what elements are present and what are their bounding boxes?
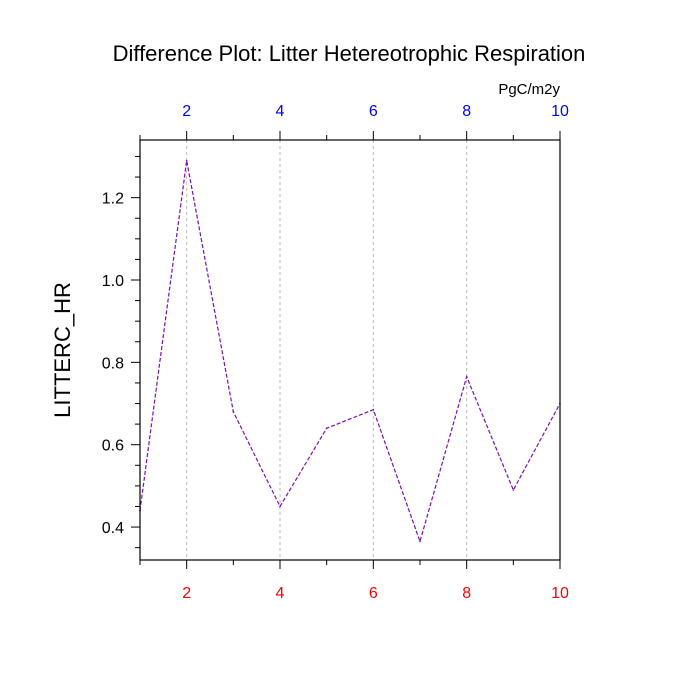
axis-layer	[131, 131, 561, 569]
tick-label-layer: 2 4 6 8 10 2 4 6 8 10 0.4 0.6 0.8 1.0 1.2	[102, 103, 569, 602]
data-point-3	[232, 410, 235, 413]
y-axis-label: LITTERC_HR	[50, 282, 75, 418]
plot-frame	[139, 139, 561, 561]
bottom-x-tick-label-4: 4	[276, 585, 285, 602]
top-x-tick-label-4: 4	[276, 103, 285, 120]
top-x-tick-label-8: 8	[462, 103, 471, 120]
data-point-9	[512, 489, 515, 491]
y-tick-label-0.8: 0.8	[102, 355, 124, 372]
bottom-x-tick-label-6: 6	[369, 585, 378, 602]
top-x-tick-label-2: 2	[182, 103, 191, 120]
data-point-7	[419, 540, 421, 543]
top-x-tick-label-10: 10	[551, 103, 569, 120]
series-layer	[139, 159, 561, 544]
bottom-x-tick-label-8: 8	[462, 585, 471, 602]
data-point-5	[325, 427, 328, 430]
data-point-6	[372, 408, 375, 411]
bottom-x-tick-label-10: 10	[551, 585, 569, 602]
y-tick-label-0.6: 0.6	[102, 438, 124, 455]
top-x-tick-label-6: 6	[369, 103, 378, 120]
grid-layer	[186, 140, 561, 560]
series-line-0	[139, 160, 561, 544]
data-point-4	[279, 505, 281, 508]
data-point-8	[465, 375, 468, 378]
y-tick-label-1.2: 1.2	[102, 191, 124, 208]
bottom-x-tick-label-2: 2	[182, 585, 191, 602]
data-point-2	[185, 159, 188, 162]
y-tick-label-0.4: 0.4	[102, 520, 124, 537]
chart-title: Difference Plot: Litter Hetereotrophic R…	[113, 41, 586, 66]
y-tick-label-1.0: 1.0	[102, 273, 124, 290]
units-label: PgC/m2y	[498, 81, 560, 98]
